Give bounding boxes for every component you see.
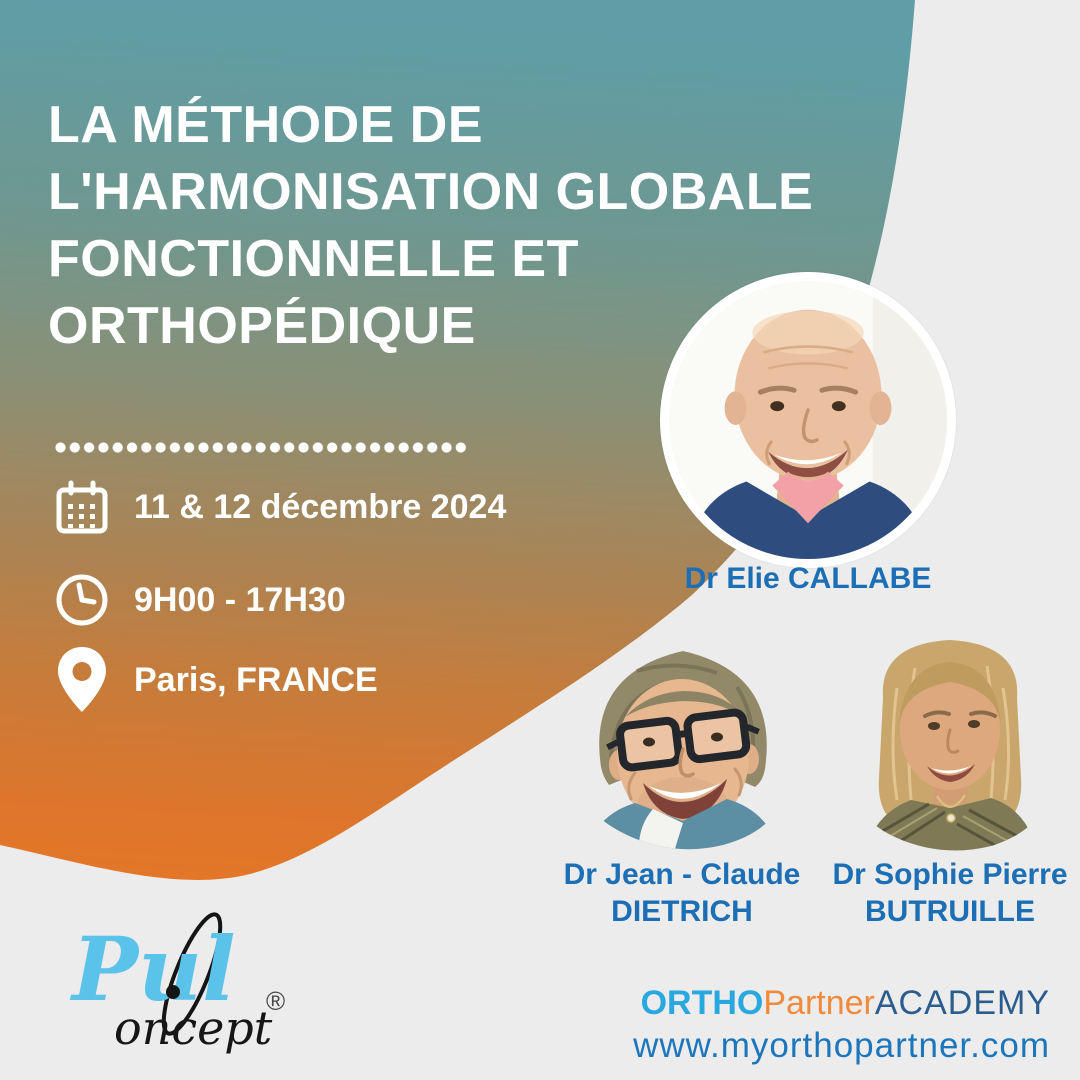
speaker-name-dietrich: Dr Jean - Claude DIETRICH	[556, 856, 808, 930]
pulconcept-logo: Pul ® oncept	[69, 912, 392, 1058]
orthopartner-academy-brand: ORTHOPartnerACADEMY	[641, 984, 1050, 1023]
event-date: 11 & 12 décembre 2024	[134, 487, 507, 526]
speaker-photo-butruille	[845, 628, 1055, 858]
speaker-photo-dietrich	[577, 637, 789, 855]
event-date-row: 11 & 12 décembre 2024	[52, 472, 506, 542]
event-location: Paris, FRANCE	[134, 660, 378, 699]
speaker-name-butruille-line1: Dr Sophie Pierre	[832, 858, 1068, 891]
speaker-name-butruille: Dr Sophie Pierre BUTRUILLE	[826, 856, 1074, 930]
event-title-line-2: L'HARMONISATION GLOBALE	[48, 163, 814, 221]
speaker-name-butruille-line2: BUTRUILLE	[865, 895, 1035, 928]
website-link[interactable]: www.myorthopartner.com	[633, 1026, 1050, 1065]
location-pin-icon	[52, 645, 112, 715]
clock-icon	[52, 565, 112, 635]
speaker-name-dietrich-line1: Dr Jean - Claude	[563, 858, 801, 891]
speaker-photo-callabe	[660, 272, 956, 568]
logo-script-text: Pul	[70, 917, 236, 1021]
callabe-portrait-illustration	[669, 281, 947, 559]
event-title-line-3: FONCTIONNELLE ET	[48, 230, 579, 288]
brand-academy: ACADEMY	[874, 984, 1050, 1022]
event-time: 9H00 - 17H30	[134, 580, 346, 619]
dotted-separator	[55, 442, 468, 453]
event-title-line-1: LA MÉTHODE DE	[48, 96, 484, 154]
brand-ortho: ORTHO	[640, 984, 764, 1022]
logo-registered-mark: ®	[266, 986, 285, 1016]
event-title-line-4: ORTHOPÉDIQUE	[48, 297, 476, 355]
event-time-row: 9H00 - 17H30	[52, 565, 346, 635]
brand-partner: Partner	[763, 984, 875, 1022]
calendar-icon	[52, 472, 112, 542]
event-title: LA MÉTHODE DE L'HARMONISATION GLOBALE FO…	[48, 92, 848, 360]
event-location-row: Paris, FRANCE	[52, 645, 378, 715]
speaker-name-callabe: Dr Elie CALLABE	[684, 562, 932, 595]
speaker-name-dietrich-line2: DIETRICH	[611, 895, 753, 928]
butruille-portrait-illustration	[863, 640, 1039, 851]
logo-suffix-text: oncept	[114, 1001, 273, 1055]
dietrich-portrait-illustration	[585, 651, 781, 850]
